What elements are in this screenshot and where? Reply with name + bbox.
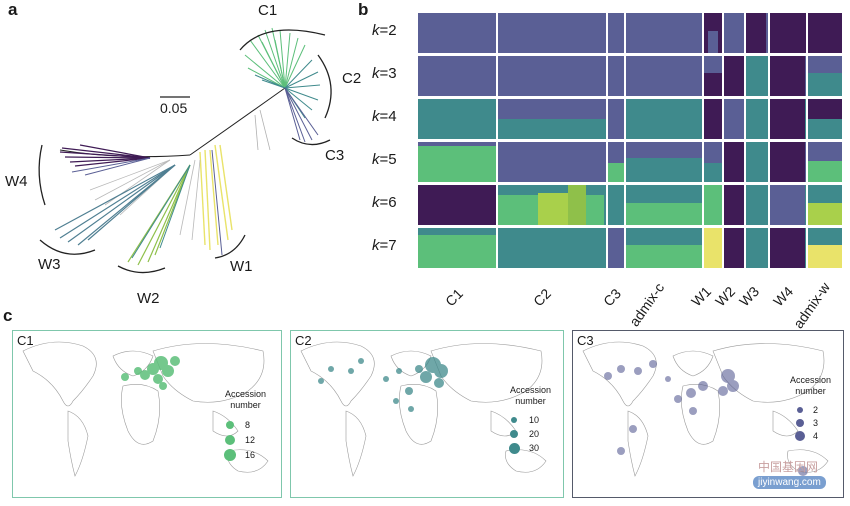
group-label-c3: C3 [600, 285, 624, 310]
legend-swatch-c3-1 [797, 407, 803, 413]
legend-swatch-c2-1 [511, 417, 517, 423]
legend-value-c3-2: 3 [813, 418, 819, 428]
legend-value-c1-3: 16 [245, 450, 256, 460]
legend-value-c2-3: 30 [529, 443, 540, 453]
k-label-5: k=5 [372, 151, 397, 168]
group-label-w4: W4 [770, 283, 797, 310]
panel-c-letter: c [3, 306, 13, 325]
legend-title-c2: Accession number [509, 385, 552, 406]
world-map [22, 341, 269, 477]
clade-label-w2: W2 [137, 290, 160, 307]
k-label-2: k=2 [372, 22, 397, 39]
legend-title-c3: Accession number [789, 375, 832, 396]
panel-b-letter: b [358, 0, 369, 19]
legend-value-c3-1: 2 [813, 405, 819, 415]
legend-swatch-c3-3 [795, 431, 805, 441]
map-tag-c1: C1 [17, 333, 34, 348]
map-panel-c1: C1 Accession number 8 12 16 [12, 330, 282, 498]
world-map [300, 341, 547, 477]
map-panel-c2: C2 Accession number 10 20 30 [290, 330, 564, 498]
group-label-admix-c: admix-c [626, 279, 668, 330]
admixture-plot [418, 13, 842, 269]
legend-swatch-c2-3 [509, 443, 520, 454]
legend-value-c3-3: 4 [813, 431, 819, 441]
phylogenetic-tree [38, 27, 332, 274]
legend-swatch-c1-3 [224, 449, 236, 461]
watermark-url: jiyinwang.com [753, 476, 826, 489]
k-label-3: k=3 [372, 65, 397, 82]
legend-swatch-c1-2 [225, 435, 235, 445]
legend-title-c1: Accession number [224, 389, 267, 410]
world-map [582, 341, 829, 477]
legend-swatch-c2-2 [510, 430, 518, 438]
map-tag-c2: C2 [295, 333, 312, 348]
k-label-4: k=4 [372, 108, 397, 125]
accession-bubbles [604, 360, 808, 476]
group-label-c1: C1 [442, 285, 466, 310]
group-label-w3: W3 [736, 283, 763, 310]
clade-label-c1: C1 [258, 2, 278, 19]
clade-label-c2: C2 [342, 70, 362, 87]
legend-swatch-c1-1 [226, 421, 234, 429]
accession-bubbles [318, 357, 448, 412]
k-label-7: k=7 [372, 237, 397, 254]
watermark-title: 中国基因网 [758, 460, 819, 474]
map-panel-c3: C3 Accession number 2 3 4 中国基因网 jiyinwan… [572, 330, 844, 498]
clade-label-w1: W1 [230, 258, 253, 275]
legend-value-c1-1: 8 [245, 420, 251, 430]
clade-label-w4: W4 [5, 173, 28, 190]
map-tag-c3: C3 [577, 333, 594, 348]
group-label-c2: C2 [530, 285, 554, 310]
clade-label-w3: W3 [38, 256, 61, 273]
legend-value-c1-2: 12 [245, 435, 256, 445]
group-label-admix-w: admix-w [790, 279, 834, 332]
legend-value-c2-1: 10 [529, 415, 540, 425]
panel-a-letter: a [8, 0, 18, 19]
legend-swatch-c3-2 [796, 419, 804, 427]
scale-bar-label: 0.05 [160, 100, 188, 116]
k-label-6: k=6 [372, 194, 397, 211]
group-label-w2: W2 [712, 283, 739, 310]
clade-label-c3: C3 [325, 147, 345, 164]
legend-value-c2-2: 20 [529, 429, 540, 439]
accession-bubbles [121, 356, 180, 390]
group-label-w1: W1 [688, 283, 715, 310]
